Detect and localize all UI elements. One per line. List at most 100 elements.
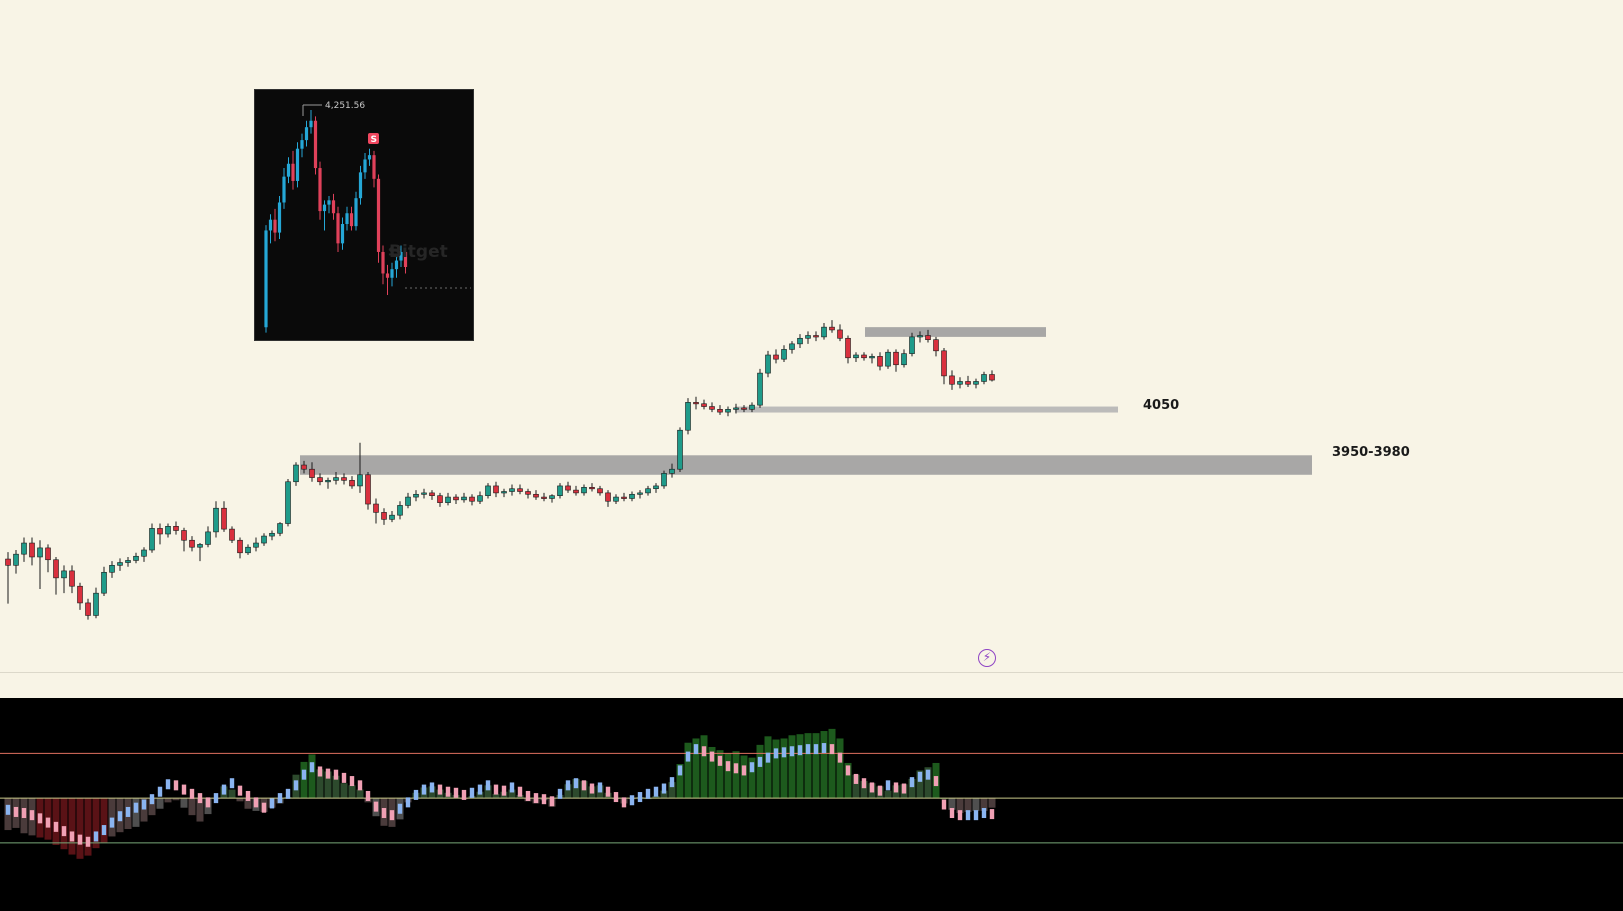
candle <box>461 492 467 503</box>
candle-body <box>605 492 611 502</box>
candle-body <box>317 477 323 483</box>
candle <box>317 473 323 486</box>
oscillator-line-point <box>85 836 91 847</box>
oscillator-line-point <box>509 782 515 793</box>
oscillator-bar <box>668 782 676 799</box>
zone-1 <box>735 406 1118 413</box>
candle-body <box>77 585 83 604</box>
oscillator-line-point <box>541 794 547 805</box>
oscillator-line-point <box>325 768 331 779</box>
candle-body <box>101 571 107 594</box>
oscillator-bar <box>748 757 756 799</box>
candle-body <box>381 512 387 520</box>
candle <box>653 483 659 493</box>
oscillator-bar <box>740 755 748 799</box>
oscillator-line-point <box>645 788 651 799</box>
candle-body <box>925 335 931 340</box>
oscillator-line-point <box>109 817 115 828</box>
inset-candle-body <box>376 178 381 252</box>
candle-body <box>29 542 35 558</box>
candle <box>269 530 275 541</box>
candle-body <box>733 407 739 410</box>
candle-body <box>45 547 51 561</box>
oscillator-bars <box>4 728 996 859</box>
oscillator-line-point <box>589 783 595 794</box>
oscillator-line-point <box>613 792 619 803</box>
candle <box>941 348 947 385</box>
candle <box>357 442 363 493</box>
candle <box>405 492 411 509</box>
oscillator-line-point <box>389 810 395 821</box>
inset-candle <box>273 208 277 242</box>
candle <box>877 352 883 371</box>
candle-body <box>189 539 195 548</box>
oscillator-pane[interactable] <box>0 698 1623 911</box>
oscillator-line-point <box>669 777 675 788</box>
candle-body <box>173 526 179 531</box>
candle <box>677 427 683 472</box>
oscillator-line-point <box>653 786 659 797</box>
oscillator-line-point <box>117 811 123 822</box>
candle <box>413 490 419 502</box>
candle-body <box>981 374 987 382</box>
candle <box>989 370 995 382</box>
candle <box>205 526 211 548</box>
oscillator-line-point <box>637 792 643 803</box>
candle <box>261 533 267 546</box>
oscillator-line-point <box>829 744 835 755</box>
candle-body <box>125 560 131 563</box>
inset-candle-body <box>273 219 277 233</box>
inset-candle <box>381 245 385 285</box>
oscillator-bar <box>148 798 156 816</box>
oscillator-line-point <box>157 786 163 797</box>
pane-divider[interactable] <box>0 672 1623 673</box>
candle-body <box>773 354 779 360</box>
candle-body <box>621 496 627 499</box>
candle <box>973 378 979 389</box>
candle-body <box>285 481 291 524</box>
candle <box>349 476 355 489</box>
oscillator-bar <box>980 798 988 811</box>
candle-body <box>133 555 139 561</box>
candle <box>141 547 147 562</box>
inset-candle-body <box>295 148 300 181</box>
oscillator-bar <box>476 791 484 799</box>
candle-body <box>53 559 59 579</box>
candle-body <box>349 480 355 487</box>
oscillator-bar <box>908 778 916 799</box>
candle <box>277 522 283 537</box>
candle <box>85 598 91 620</box>
oscillator-line-point <box>301 769 307 780</box>
candle <box>245 544 251 555</box>
candle-body <box>157 528 163 535</box>
candle <box>293 462 299 486</box>
inset-candle <box>340 217 345 250</box>
oscillator-bar <box>860 781 868 799</box>
inset-candle-body <box>372 155 376 179</box>
price-chart[interactable] <box>0 0 1623 672</box>
oscillator-bar <box>244 798 252 809</box>
inset-candles: 4,251.56 S ⇆ <box>264 101 471 333</box>
lightning-bolt-icon[interactable]: ⚡︎ <box>978 649 996 667</box>
inset-candle <box>363 153 367 179</box>
candle-body <box>541 496 547 499</box>
candle-body <box>5 558 11 566</box>
inset-candle <box>322 200 327 231</box>
oscillator-line-point <box>501 785 507 796</box>
candle-body <box>685 402 691 431</box>
candle-body <box>517 488 523 492</box>
candle <box>949 370 955 390</box>
candle-body <box>861 354 867 359</box>
candle-body <box>717 409 723 413</box>
inset-candle <box>268 214 273 244</box>
candle-body <box>461 496 467 501</box>
sell-signal-badge <box>368 133 379 144</box>
candle <box>181 527 187 552</box>
candle <box>389 511 395 523</box>
candle <box>845 335 851 364</box>
oscillator-line-point <box>277 793 283 804</box>
candle <box>797 334 803 349</box>
oscillator-line-point <box>973 810 979 821</box>
candle-body <box>421 492 427 495</box>
inset-candle-body <box>264 230 268 328</box>
